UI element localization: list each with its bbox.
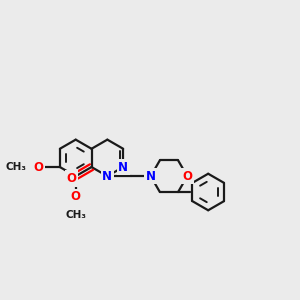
Text: N: N xyxy=(102,170,112,183)
Text: O: O xyxy=(67,172,77,185)
Text: N: N xyxy=(118,160,128,173)
Text: CH₃: CH₃ xyxy=(5,162,26,172)
Text: CH₃: CH₃ xyxy=(65,210,86,220)
Text: N: N xyxy=(146,170,156,183)
Text: O: O xyxy=(33,160,43,173)
Text: O: O xyxy=(71,190,81,203)
Text: O: O xyxy=(182,170,192,183)
